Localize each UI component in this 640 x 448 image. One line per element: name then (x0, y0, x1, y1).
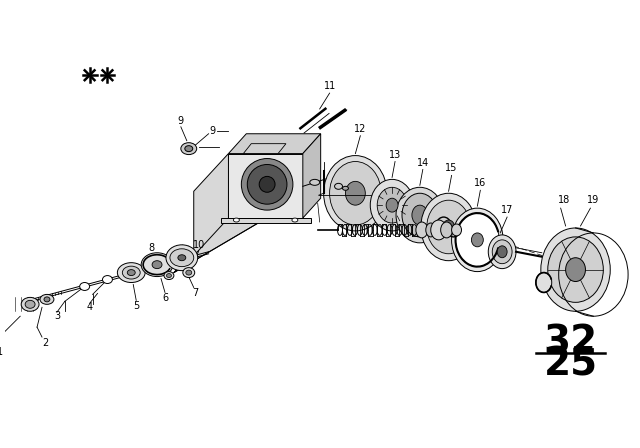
Ellipse shape (40, 294, 54, 304)
Ellipse shape (117, 263, 145, 283)
Polygon shape (228, 154, 303, 218)
Polygon shape (194, 154, 228, 256)
Text: 9: 9 (178, 116, 184, 126)
Text: 9: 9 (209, 126, 216, 136)
Ellipse shape (342, 186, 348, 190)
Text: 17: 17 (501, 205, 513, 215)
Ellipse shape (310, 179, 320, 185)
Ellipse shape (488, 235, 516, 269)
Ellipse shape (492, 240, 512, 264)
Ellipse shape (80, 283, 90, 290)
Ellipse shape (183, 267, 195, 278)
Ellipse shape (241, 159, 293, 210)
Ellipse shape (412, 205, 428, 225)
Text: 19: 19 (588, 195, 600, 205)
Ellipse shape (472, 233, 483, 247)
Text: 4: 4 (86, 302, 93, 312)
Polygon shape (228, 134, 321, 154)
Ellipse shape (421, 193, 476, 261)
Ellipse shape (164, 271, 174, 280)
Text: 8: 8 (148, 243, 154, 253)
Ellipse shape (426, 223, 436, 237)
Text: 25: 25 (543, 346, 598, 384)
Ellipse shape (234, 218, 239, 222)
Ellipse shape (456, 213, 499, 267)
Ellipse shape (402, 193, 438, 237)
Ellipse shape (566, 258, 586, 281)
Ellipse shape (181, 142, 196, 155)
Text: 16: 16 (474, 178, 486, 188)
Ellipse shape (44, 297, 50, 302)
Polygon shape (174, 223, 258, 272)
Ellipse shape (166, 274, 172, 278)
Ellipse shape (452, 208, 503, 271)
Ellipse shape (259, 177, 275, 192)
Ellipse shape (292, 218, 298, 222)
Text: 11: 11 (323, 81, 336, 91)
Text: 32: 32 (543, 323, 598, 361)
Polygon shape (243, 144, 286, 154)
Ellipse shape (416, 222, 428, 238)
Ellipse shape (127, 270, 135, 276)
Polygon shape (221, 218, 311, 223)
Ellipse shape (497, 246, 507, 258)
Ellipse shape (441, 222, 452, 238)
Text: 14: 14 (417, 158, 429, 168)
Ellipse shape (178, 255, 186, 261)
Ellipse shape (166, 245, 198, 271)
Ellipse shape (122, 266, 140, 279)
Ellipse shape (185, 146, 193, 151)
Text: 10: 10 (193, 240, 205, 250)
Ellipse shape (396, 187, 444, 243)
Text: 13: 13 (389, 150, 401, 159)
Ellipse shape (152, 261, 162, 269)
Ellipse shape (371, 179, 414, 231)
Ellipse shape (186, 270, 192, 275)
Ellipse shape (25, 300, 35, 308)
Text: 5: 5 (133, 302, 140, 311)
Ellipse shape (541, 228, 611, 311)
Polygon shape (303, 134, 321, 218)
Text: 18: 18 (557, 195, 570, 205)
Ellipse shape (346, 181, 365, 205)
Text: 12: 12 (354, 124, 367, 134)
Ellipse shape (102, 276, 113, 284)
Text: 1: 1 (0, 347, 3, 357)
Ellipse shape (386, 198, 398, 212)
Ellipse shape (431, 220, 447, 240)
Ellipse shape (330, 162, 381, 225)
Ellipse shape (548, 237, 604, 302)
Ellipse shape (21, 297, 39, 311)
Text: 7: 7 (193, 289, 199, 298)
Text: 6: 6 (162, 293, 168, 303)
Ellipse shape (427, 200, 470, 254)
Ellipse shape (324, 155, 387, 231)
Ellipse shape (335, 183, 342, 190)
Ellipse shape (141, 253, 173, 276)
Ellipse shape (443, 220, 454, 234)
Ellipse shape (377, 187, 407, 223)
Text: 2: 2 (42, 338, 48, 348)
Text: 3: 3 (54, 311, 60, 321)
Ellipse shape (452, 224, 461, 236)
Ellipse shape (170, 249, 194, 267)
Ellipse shape (247, 164, 287, 204)
Text: 15: 15 (445, 164, 458, 173)
Ellipse shape (536, 272, 552, 293)
